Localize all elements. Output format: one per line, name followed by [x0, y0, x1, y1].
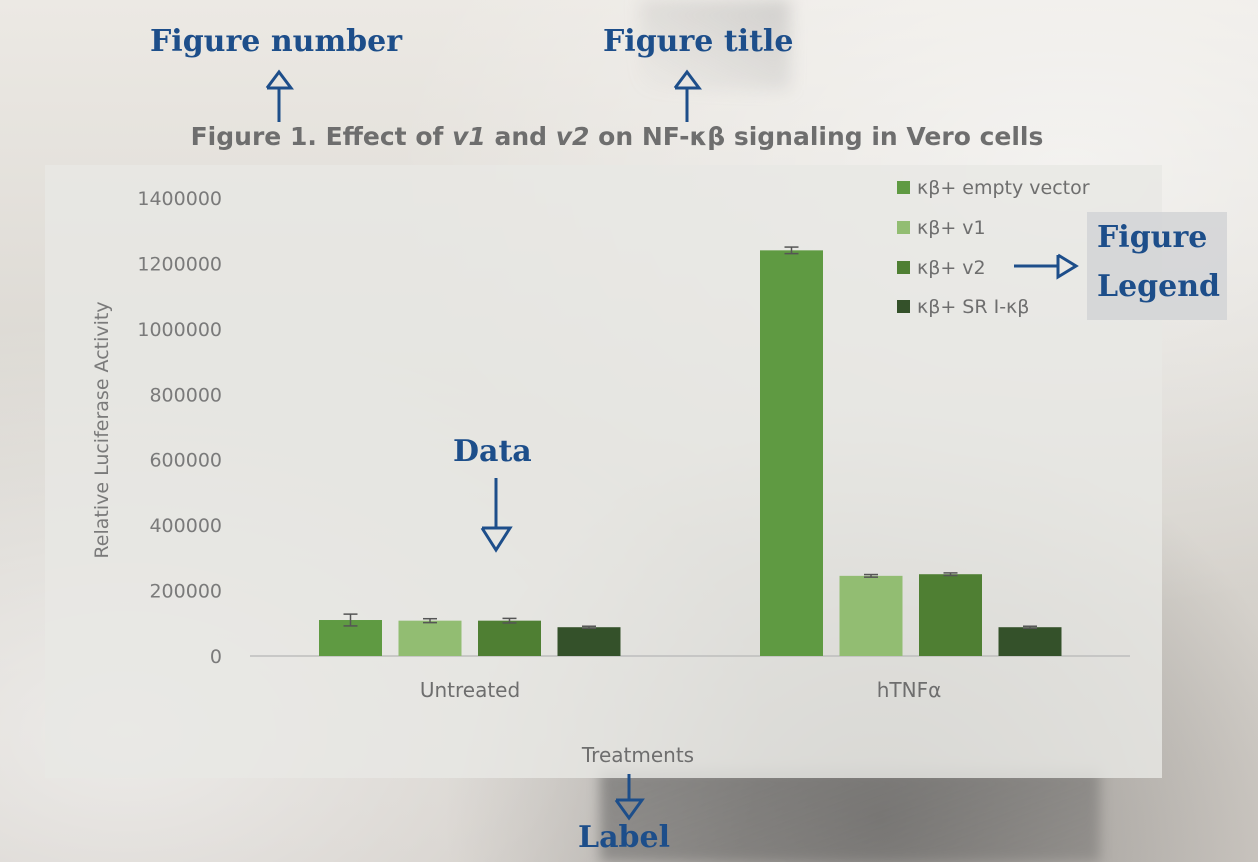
bar-1-2: [919, 574, 982, 656]
figure-number: Figure 1.: [190, 122, 317, 151]
category-labels: Untreated hTNFα: [420, 678, 941, 702]
bar-1-1: [839, 575, 903, 656]
legend-label-1: κβ+ v1: [917, 217, 986, 239]
y-tick-label-0: 0: [210, 646, 222, 668]
bar-0-1: [398, 620, 462, 656]
y-axis-ticks: 0 200000 400000 600000 800000 1000000 1200000 1…: [137, 188, 222, 668]
background-laptop: [600, 770, 1100, 862]
figure-title-part-3: v2: [555, 122, 590, 151]
legend-label-2: κβ+ v2: [917, 257, 986, 279]
annotation-figure-legend-line1: Figure: [1097, 220, 1208, 255]
chart-card: [45, 165, 1162, 778]
background-pencil: [640, 0, 790, 90]
arrow-up-figure-title: [673, 69, 702, 122]
annotation-figure-title: Figure title: [603, 24, 794, 59]
legend-label-3: κβ+ SR I-κβ: [917, 296, 1029, 318]
error-bars: [343, 246, 1037, 629]
bar-1-0: [760, 250, 823, 657]
legend-swatch-2: [897, 261, 910, 274]
x-tick-label-1: hTNFα: [877, 678, 942, 702]
arrow-up-figure-number: [265, 69, 294, 122]
figure-caption: Figure 1. Effect of v1 and v2 on NF-κβ s…: [0, 122, 1234, 151]
annotation-label: Label: [578, 820, 670, 855]
y-tick-label-3: 600000: [149, 450, 222, 472]
bar-1-3: [998, 627, 1062, 656]
annotation-figure-number: Figure number: [150, 24, 403, 59]
y-tick-label-2: 400000: [149, 515, 222, 537]
y-tick-label-7: 1400000: [137, 188, 222, 210]
arrow-right-legend: [1014, 253, 1079, 280]
figure-title-part-4: on NF-κβ signaling in Vero cells: [589, 122, 1044, 151]
arrow-down-label: [614, 774, 645, 821]
figure-title-part-0: Effect of: [325, 122, 453, 151]
bar-0-2: [478, 620, 541, 656]
arrow-down-data: [480, 478, 513, 553]
legend-swatch-1: [897, 221, 910, 234]
y-tick-label-4: 800000: [149, 384, 222, 406]
legend-label-0: κβ+ empty vector: [917, 177, 1090, 199]
x-axis-label: Treatments: [581, 743, 694, 767]
bars: [319, 250, 1062, 657]
figure-title-part-2: and: [485, 122, 556, 151]
legend: κβ+ empty vector κβ+ v1 κβ+ v2 κβ+ SR I-κβ: [897, 177, 1090, 318]
annotation-figure-legend-line2: Legend: [1097, 269, 1221, 304]
y-axis-label: Relative Luciferase Activity: [91, 301, 113, 558]
annotation-data: Data: [453, 434, 532, 469]
y-tick-label-1: 200000: [149, 581, 222, 603]
legend-swatch-0: [897, 181, 910, 194]
legend-swatch-3: [897, 300, 910, 313]
legend-annotation-box: [1087, 212, 1227, 320]
bar-0-3: [557, 627, 621, 656]
y-tick-label-6: 1200000: [137, 253, 222, 275]
x-tick-label-0: Untreated: [420, 678, 520, 702]
y-tick-label-5: 1000000: [137, 319, 222, 341]
figure-title-part-1: v1: [452, 122, 486, 151]
